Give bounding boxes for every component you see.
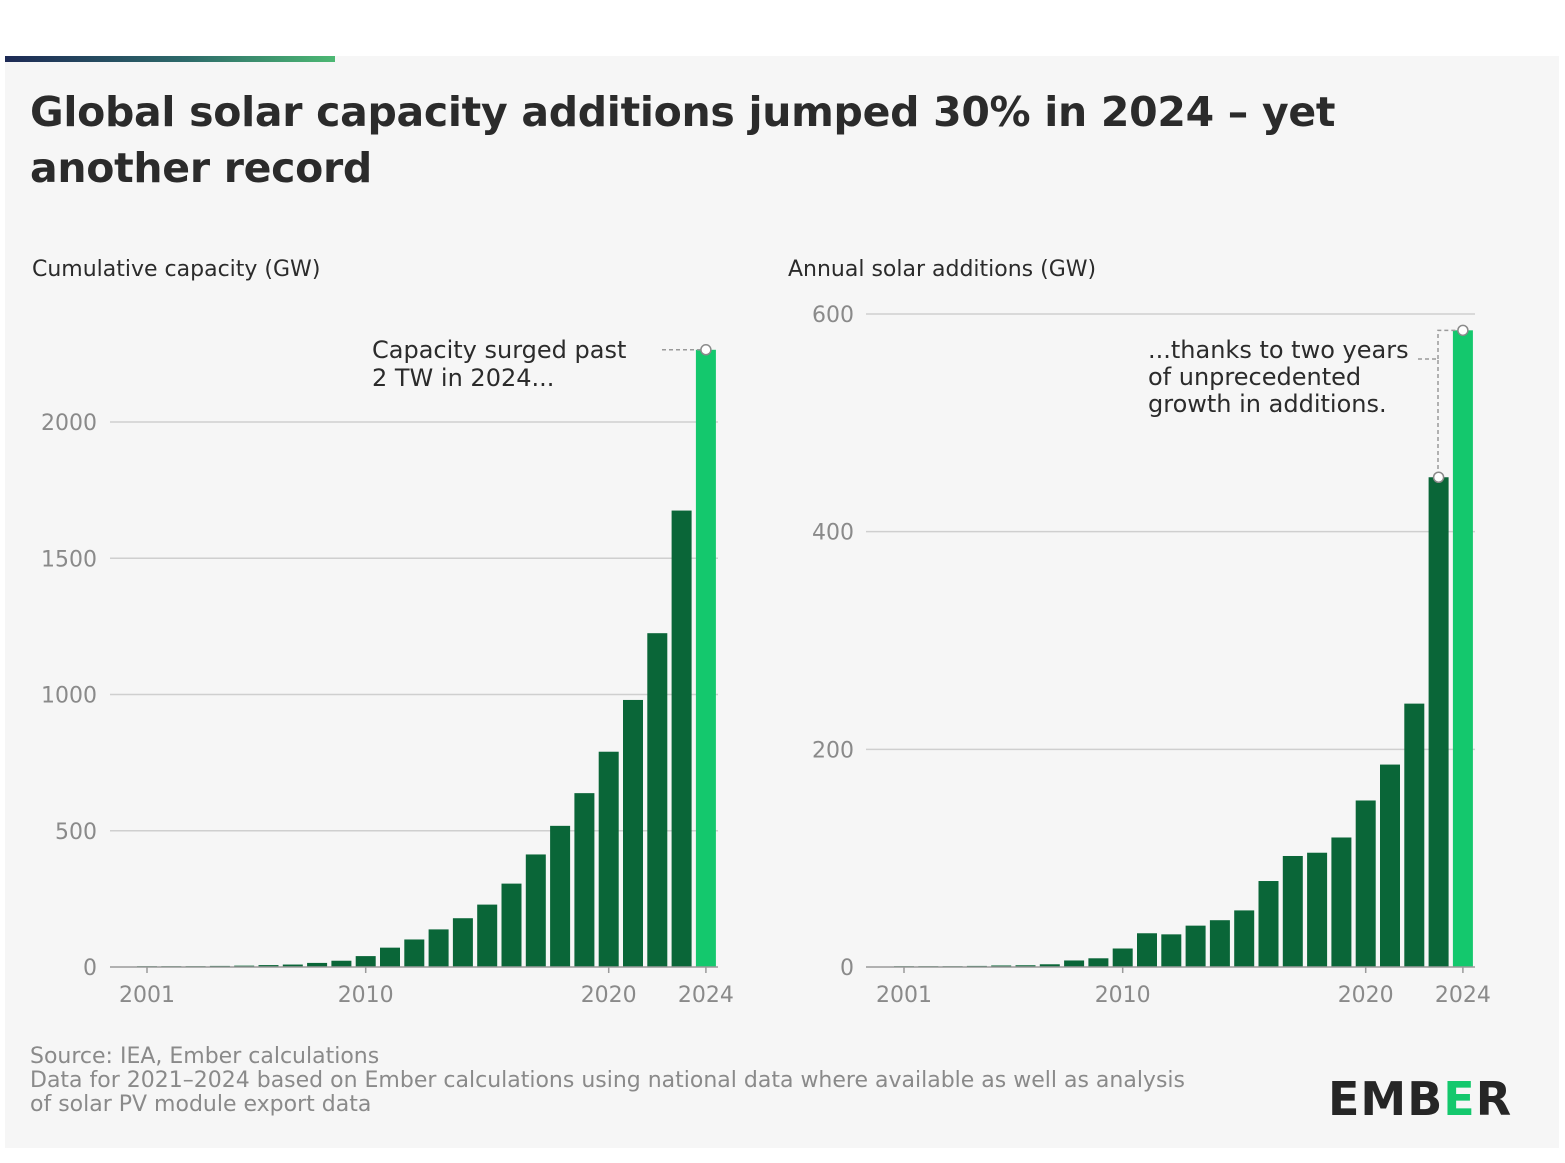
accent-bar bbox=[5, 56, 335, 62]
annual-bar-2023 bbox=[1428, 477, 1449, 967]
cumulative-chart-title: Cumulative capacity (GW) bbox=[32, 257, 320, 282]
annual-bar-2005 bbox=[991, 965, 1012, 967]
annual-xtick-label-2010: 2010 bbox=[1095, 983, 1151, 1008]
cumulative-bar-2017 bbox=[525, 854, 546, 967]
cumulative-bar-2008 bbox=[307, 962, 328, 967]
cumulative-bar-2011 bbox=[380, 947, 400, 967]
annual-bar-2017 bbox=[1282, 855, 1303, 967]
annual-bar-2009 bbox=[1088, 958, 1109, 967]
annual-bar-2010 bbox=[1112, 948, 1133, 967]
logo-text-end: R bbox=[1475, 1072, 1513, 1126]
cumulative-bar-2019 bbox=[574, 793, 595, 967]
annual-bar-2007 bbox=[1039, 964, 1060, 967]
cumulative-xtick-label-2024: 2024 bbox=[678, 983, 734, 1008]
annual-bar-2013 bbox=[1185, 925, 1206, 967]
annual-ytick-label-400: 400 bbox=[812, 521, 854, 546]
cumulative-ytick-label-1000: 1000 bbox=[41, 684, 97, 709]
annual-bar-2021 bbox=[1380, 764, 1400, 967]
cumulative-bar-2007 bbox=[282, 964, 303, 967]
cumulative-annotation-line-2: 2 TW in 2024... bbox=[372, 364, 554, 392]
annual-bar-2008 bbox=[1064, 960, 1085, 967]
annual-bar-2018 bbox=[1307, 852, 1328, 967]
cumulative-annotation-line-1: Capacity surged past bbox=[372, 336, 626, 364]
annual-xtick-label-2024: 2024 bbox=[1435, 983, 1491, 1008]
annual-annotation-line-1: ...thanks to two years bbox=[1148, 336, 1409, 364]
annual-annotation-leader-2024 bbox=[1437, 329, 1458, 359]
annual-bar-2019 bbox=[1331, 837, 1352, 967]
annual-xtick-label-2001: 2001 bbox=[876, 983, 932, 1008]
annual-bar-2024 bbox=[1452, 330, 1473, 967]
annual-annotation-marker-2024 bbox=[1457, 324, 1469, 337]
cumulative-ytick-label-1500: 1500 bbox=[41, 547, 97, 572]
annual-ytick-label-200: 200 bbox=[812, 738, 854, 763]
logo-text-accent: E bbox=[1443, 1072, 1476, 1126]
annual-annotation-marker-2023 bbox=[1432, 471, 1445, 483]
annual-annotation-line-3: growth in additions. bbox=[1148, 390, 1387, 418]
ember-logo: EMBER bbox=[1328, 1072, 1512, 1126]
cumulative-bar-2018 bbox=[550, 825, 571, 967]
source-text: Source: IEA, Ember calculations bbox=[30, 1044, 380, 1069]
footer: Source: IEA, Ember calculations Data for… bbox=[30, 1045, 1290, 1117]
cumulative-bar-2009 bbox=[331, 960, 352, 967]
annual-xtick-label-2020: 2020 bbox=[1338, 983, 1394, 1008]
note-text-line2: of solar PV module export data bbox=[30, 1092, 372, 1117]
annual-ytick-label-0: 0 bbox=[840, 956, 854, 981]
cumulative-bar-2012 bbox=[404, 939, 425, 967]
cumulative-bar-2013 bbox=[428, 929, 449, 967]
annual-chart-title: Annual solar additions (GW) bbox=[788, 257, 1096, 282]
cumulative-bar-2010 bbox=[355, 956, 376, 967]
cumulative-ytick-label-500: 500 bbox=[55, 820, 97, 845]
annual-bar-2014 bbox=[1209, 920, 1230, 967]
cumulative-xtick-label-2010: 2010 bbox=[338, 983, 394, 1008]
annual-bar-2006 bbox=[1015, 965, 1036, 967]
cumulative-bar-2020 bbox=[598, 751, 619, 967]
cumulative-bar-2021 bbox=[623, 699, 643, 967]
annual-bar-2016 bbox=[1258, 881, 1279, 967]
annual-ytick-label-600: 600 bbox=[812, 303, 854, 328]
note-text-line1: Data for 2021–2024 based on Ember calcul… bbox=[30, 1068, 1185, 1093]
cumulative-bar-2015 bbox=[477, 904, 498, 967]
cumulative-xtick-label-2020: 2020 bbox=[581, 983, 637, 1008]
annual-bar-2022 bbox=[1404, 703, 1425, 967]
cumulative-bar-2022 bbox=[647, 633, 668, 967]
cumulative-bar-2006 bbox=[258, 965, 279, 967]
cumulative-ytick-label-0: 0 bbox=[83, 956, 97, 981]
annual-bar-2020 bbox=[1355, 800, 1376, 967]
cumulative-bar-2016 bbox=[501, 883, 522, 967]
cumulative-bar-2023 bbox=[671, 510, 692, 967]
cumulative-ytick-label-2000: 2000 bbox=[41, 411, 97, 436]
annual-annotation-line-2: of unprecedented bbox=[1148, 363, 1361, 391]
cumulative-xtick-label-2001: 2001 bbox=[119, 983, 175, 1008]
annual-bar-2011 bbox=[1137, 933, 1157, 967]
annual-bar-2015 bbox=[1234, 910, 1255, 967]
cumulative-annotation-marker bbox=[700, 344, 712, 356]
cumulative-bar-2014 bbox=[452, 918, 473, 967]
annual-bar-2012 bbox=[1161, 934, 1182, 967]
cumulative-bar-2024 bbox=[695, 349, 716, 968]
annual-annotation-leader-2023 bbox=[1418, 358, 1439, 473]
page-title: Global solar capacity additions jumped 3… bbox=[30, 88, 1336, 192]
logo-text-start: EMB bbox=[1328, 1072, 1444, 1126]
